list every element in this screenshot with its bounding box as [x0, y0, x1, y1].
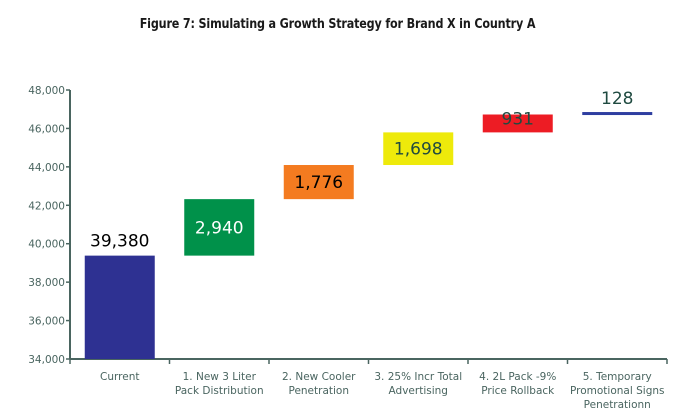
- x-category-label: Penetrationn: [584, 399, 651, 411]
- y-tick-label: 38,000: [28, 277, 65, 289]
- data-labels: 39,380 2,940 1,776 1,698 931 128: [90, 89, 633, 252]
- x-category-label: Advertising: [389, 385, 448, 397]
- y-tick-label: 40,000: [28, 239, 65, 251]
- x-category-label: 2. New Cooler: [282, 371, 356, 383]
- bar: [582, 112, 653, 116]
- bars: [84, 112, 653, 359]
- axes: 34,000 36,000 38,000 40,000 42,000 44,000 46,0…: [28, 85, 668, 411]
- x-category-label: 5. Temporary: [583, 371, 652, 383]
- y-tick-label: 44,000: [28, 162, 65, 174]
- data-label: 39,380: [90, 232, 149, 252]
- y-tick-label: 36,000: [28, 316, 65, 328]
- x-category-label: Penetration: [288, 385, 349, 397]
- x-category-label: 3. 25% Incr Total: [374, 371, 462, 383]
- x-category-label: Current: [100, 371, 139, 383]
- bar: [482, 114, 553, 133]
- data-label: 2,940: [195, 218, 244, 238]
- y-tick-label: 46,000: [28, 123, 65, 135]
- x-category-label: 4. 2L Pack -9%: [479, 371, 556, 383]
- x-category-label: Promotional Signs: [570, 385, 665, 397]
- data-label: 1,776: [294, 173, 343, 193]
- bar: [84, 255, 155, 359]
- chart-title: Figure 7: Simulating a Growth Strategy f…: [139, 17, 536, 32]
- bar: [383, 132, 454, 166]
- y-tick-label: 42,000: [28, 200, 65, 212]
- x-category-label: Pack Distribution: [175, 385, 264, 397]
- data-label: 1,698: [394, 140, 443, 160]
- x-category-label: 1. New 3 Liter: [183, 371, 257, 383]
- bar: [184, 199, 255, 256]
- y-tick-label: 48,000: [28, 85, 65, 97]
- y-tick-label: 34,000: [28, 354, 65, 366]
- bar: [283, 165, 354, 200]
- data-label: 128: [601, 89, 633, 109]
- x-category-label: Price Rollback: [481, 385, 555, 397]
- data-label: 931: [502, 109, 534, 129]
